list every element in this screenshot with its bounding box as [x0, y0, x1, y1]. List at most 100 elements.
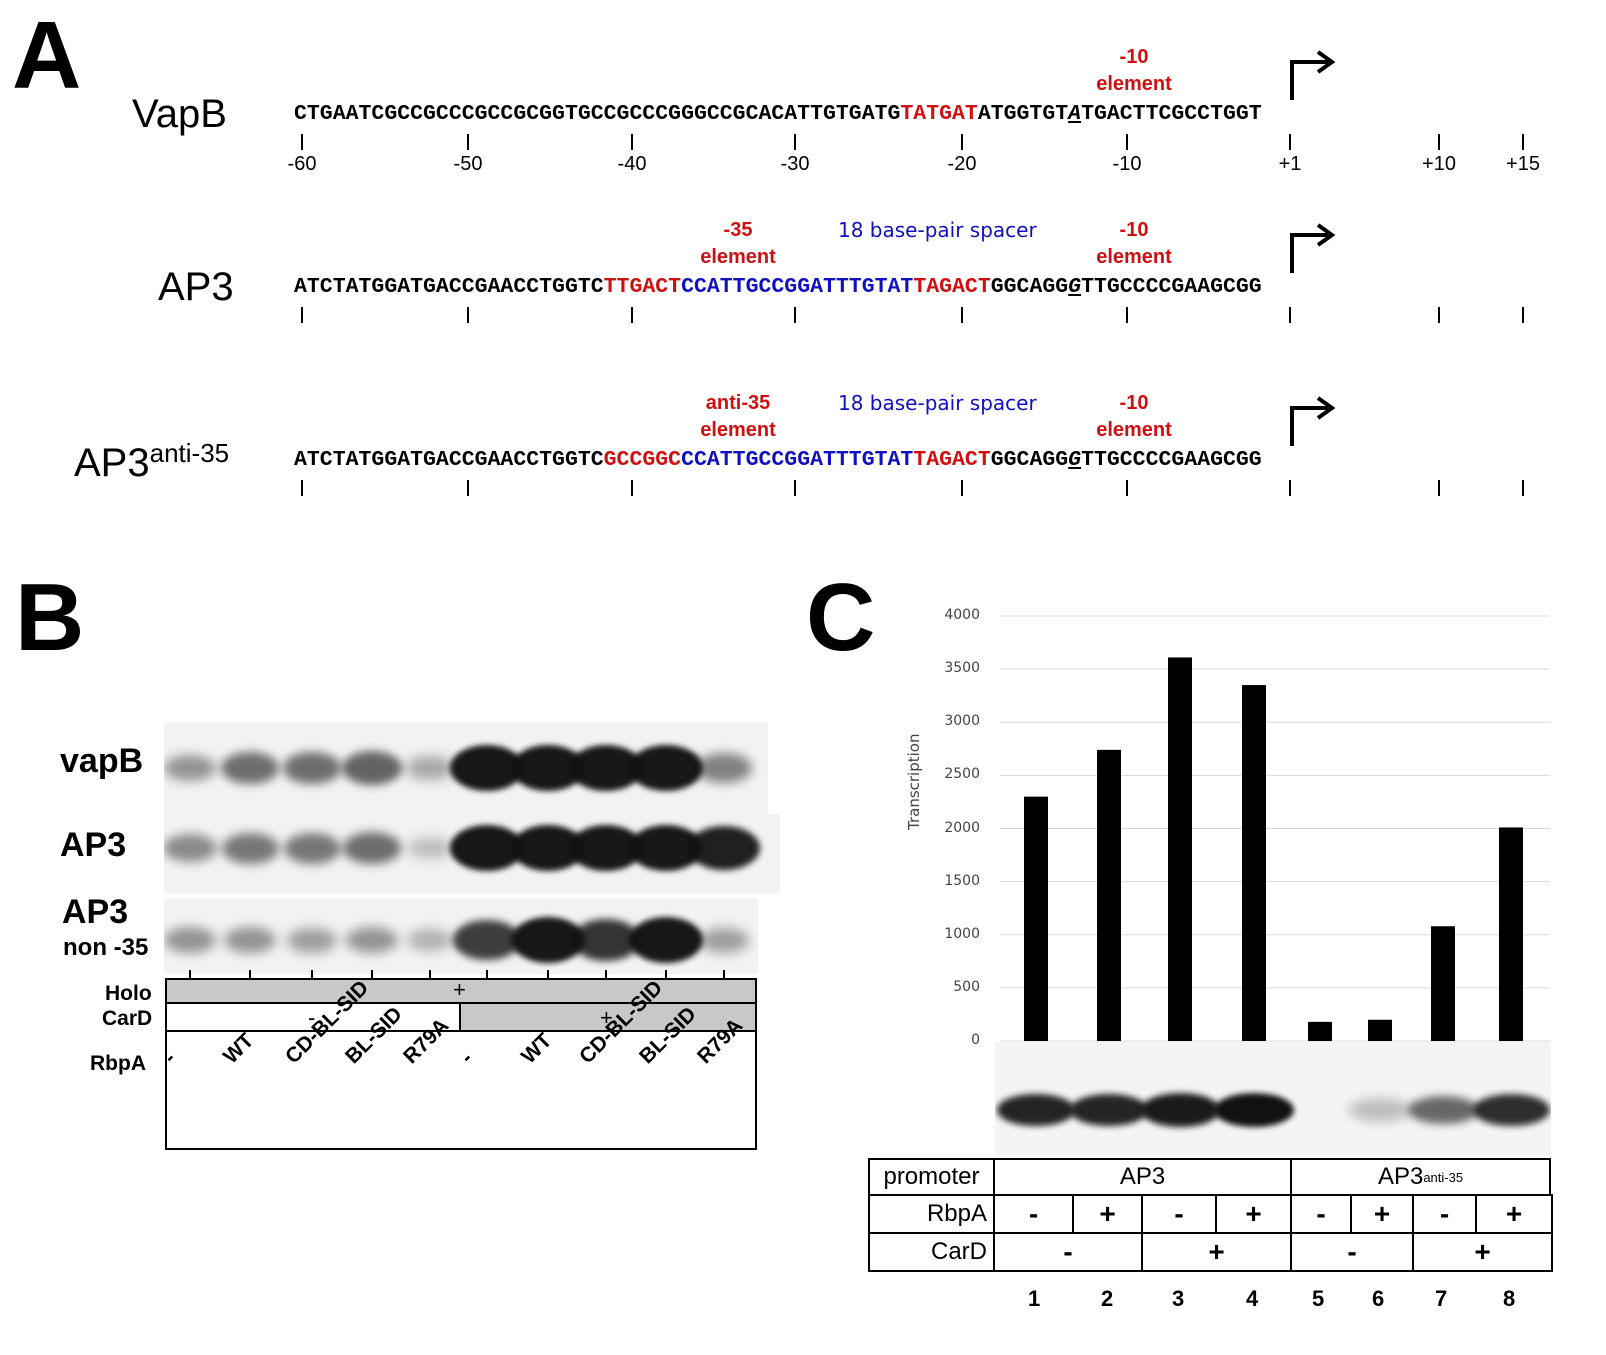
position-label: -10 [1112, 153, 1142, 175]
y-axis-label: Transcription [905, 733, 923, 830]
sequence-segment: ATGGTGT [977, 102, 1069, 126]
gel-band [997, 1093, 1075, 1127]
gel-strip-vapb [164, 722, 768, 814]
table-rbpa-3: - [1141, 1194, 1217, 1234]
y-tick-label: 1000 [944, 925, 980, 942]
annotation-minus35-ap3: -35 element [700, 219, 776, 268]
table-rbpa-6: + [1350, 1194, 1414, 1234]
table-card-3: - [1290, 1232, 1414, 1272]
sequence-segment: TGACTTCGCCTGGT [1081, 102, 1262, 126]
lane-number: 8 [1503, 1286, 1516, 1311]
sequence-segment: GGCAGG [990, 275, 1069, 299]
table-label-card: CarD [868, 1232, 995, 1272]
annotation-anti35-ap3: anti-35 element [700, 392, 776, 441]
sequence-segment: TTGCCCCGAAGCGG [1081, 275, 1262, 299]
position-tick [1126, 480, 1128, 496]
y-tick-label: 0 [971, 1032, 980, 1048]
gel-band [283, 832, 341, 864]
sequence-segment: GGCAGG [990, 448, 1069, 472]
gel-band [341, 751, 403, 785]
position-tick [1438, 307, 1440, 323]
sequence-ap3-anti35: ATCTATGGATGACCGAACCTGGTCGCCGGCCCATTGCCGG… [294, 448, 1262, 472]
row-label-rbpa: RbpA [90, 1052, 146, 1075]
position-label: -30 [780, 153, 810, 175]
gel-band [1349, 1098, 1411, 1122]
position-tick [467, 480, 469, 496]
gel-band [1214, 1093, 1294, 1127]
sequence-segment: G [1068, 275, 1082, 299]
position-tick [1289, 307, 1291, 323]
gel-band [221, 832, 279, 864]
gel-strip-ap3 [164, 814, 780, 894]
table-rbpa-4: + [1215, 1194, 1292, 1234]
tss-arrow-icon [1290, 50, 1336, 100]
row-label-card: CarD [102, 1007, 153, 1030]
bar-3 [1168, 657, 1192, 1041]
table-label-rbpa: RbpA [868, 1194, 995, 1234]
gel-band [164, 834, 217, 862]
position-tick [301, 307, 303, 323]
sequence-vapb: CTGAATCGCCGCCCGCCGCGGTGCCGCCCGGGCCGCACAT… [294, 102, 1262, 126]
table-rbpa-8: + [1475, 1194, 1553, 1234]
row-label-holo: Holo [105, 982, 152, 1005]
card-minus: - [308, 1005, 316, 1030]
sequence-segment: CCATTGCCGGATTTGTAT [681, 448, 914, 472]
position-label: -40 [617, 153, 647, 175]
bar-4 [1242, 685, 1266, 1041]
card-plus-cell [459, 1002, 757, 1032]
table-rbpa-2: + [1072, 1194, 1143, 1234]
table-card-4: + [1412, 1232, 1553, 1272]
sequence-segment: TTGCCCCGAAGCGG [1081, 448, 1262, 472]
sequence-segment: G [1068, 448, 1082, 472]
position-tick [961, 480, 963, 496]
annotation-minus10-ap3: -10 element [1096, 219, 1172, 268]
position-label: -50 [453, 153, 483, 175]
sequence-segment: CCATTGCCGGATTTGTAT [681, 275, 914, 299]
gel-band [1070, 1093, 1148, 1127]
position-tick [1438, 134, 1440, 150]
gel-band [224, 926, 276, 954]
lane-number: 5 [1312, 1286, 1325, 1311]
lane-tick [311, 970, 313, 978]
gel-band [164, 926, 216, 954]
y-tick-label: 3000 [944, 713, 980, 730]
position-label: -60 [287, 153, 317, 175]
lane-number: 6 [1372, 1286, 1385, 1311]
gel-band [629, 917, 703, 963]
holo-plus: + [453, 977, 466, 1002]
gel-band [1407, 1095, 1479, 1125]
gel-strip-ap3-non35 [164, 898, 758, 974]
gel-band [346, 926, 398, 954]
lane-number: 2 [1101, 1286, 1114, 1311]
table-rbpa-5: - [1290, 1194, 1352, 1234]
gel-band [164, 754, 216, 782]
table-card-1: - [993, 1232, 1143, 1272]
position-label: -20 [947, 153, 977, 175]
ap3-anti-sup: anti-35 [1423, 1169, 1464, 1185]
gel-label-ap3-non35: AP3 [62, 893, 129, 931]
gel-label-ap3: AP3 [60, 826, 127, 864]
y-tick-label: 500 [953, 978, 980, 995]
table-promoter-ap3: AP3 [993, 1158, 1292, 1196]
y-tick-label: 3500 [944, 660, 980, 677]
lane-tick [189, 970, 191, 978]
y-tick-label: 1500 [944, 872, 980, 889]
lane-tick [249, 970, 251, 978]
sequence-segment: GCCGGC [603, 448, 682, 472]
sequence-segment: A [1068, 102, 1082, 126]
position-tick [1289, 480, 1291, 496]
bar-7 [1431, 926, 1455, 1041]
tss-arrow-icon [1290, 223, 1336, 273]
gel-label-ap3-non35-sub: non -35 [63, 934, 149, 961]
gel-strip-c [995, 1042, 1551, 1156]
lane-number: 1 [1028, 1286, 1041, 1311]
position-tick [1126, 134, 1128, 150]
lane-tick [486, 970, 488, 978]
lane-tick [723, 970, 725, 978]
bar-6 [1368, 1019, 1392, 1041]
promoter-name-ap3-anti35: AP3anti-35 [74, 438, 230, 485]
gel-band [406, 929, 454, 951]
panel-letter-a: A [12, 2, 82, 109]
sequence-segment: TAGACT [913, 275, 991, 299]
bar-chart [1000, 615, 1550, 1042]
